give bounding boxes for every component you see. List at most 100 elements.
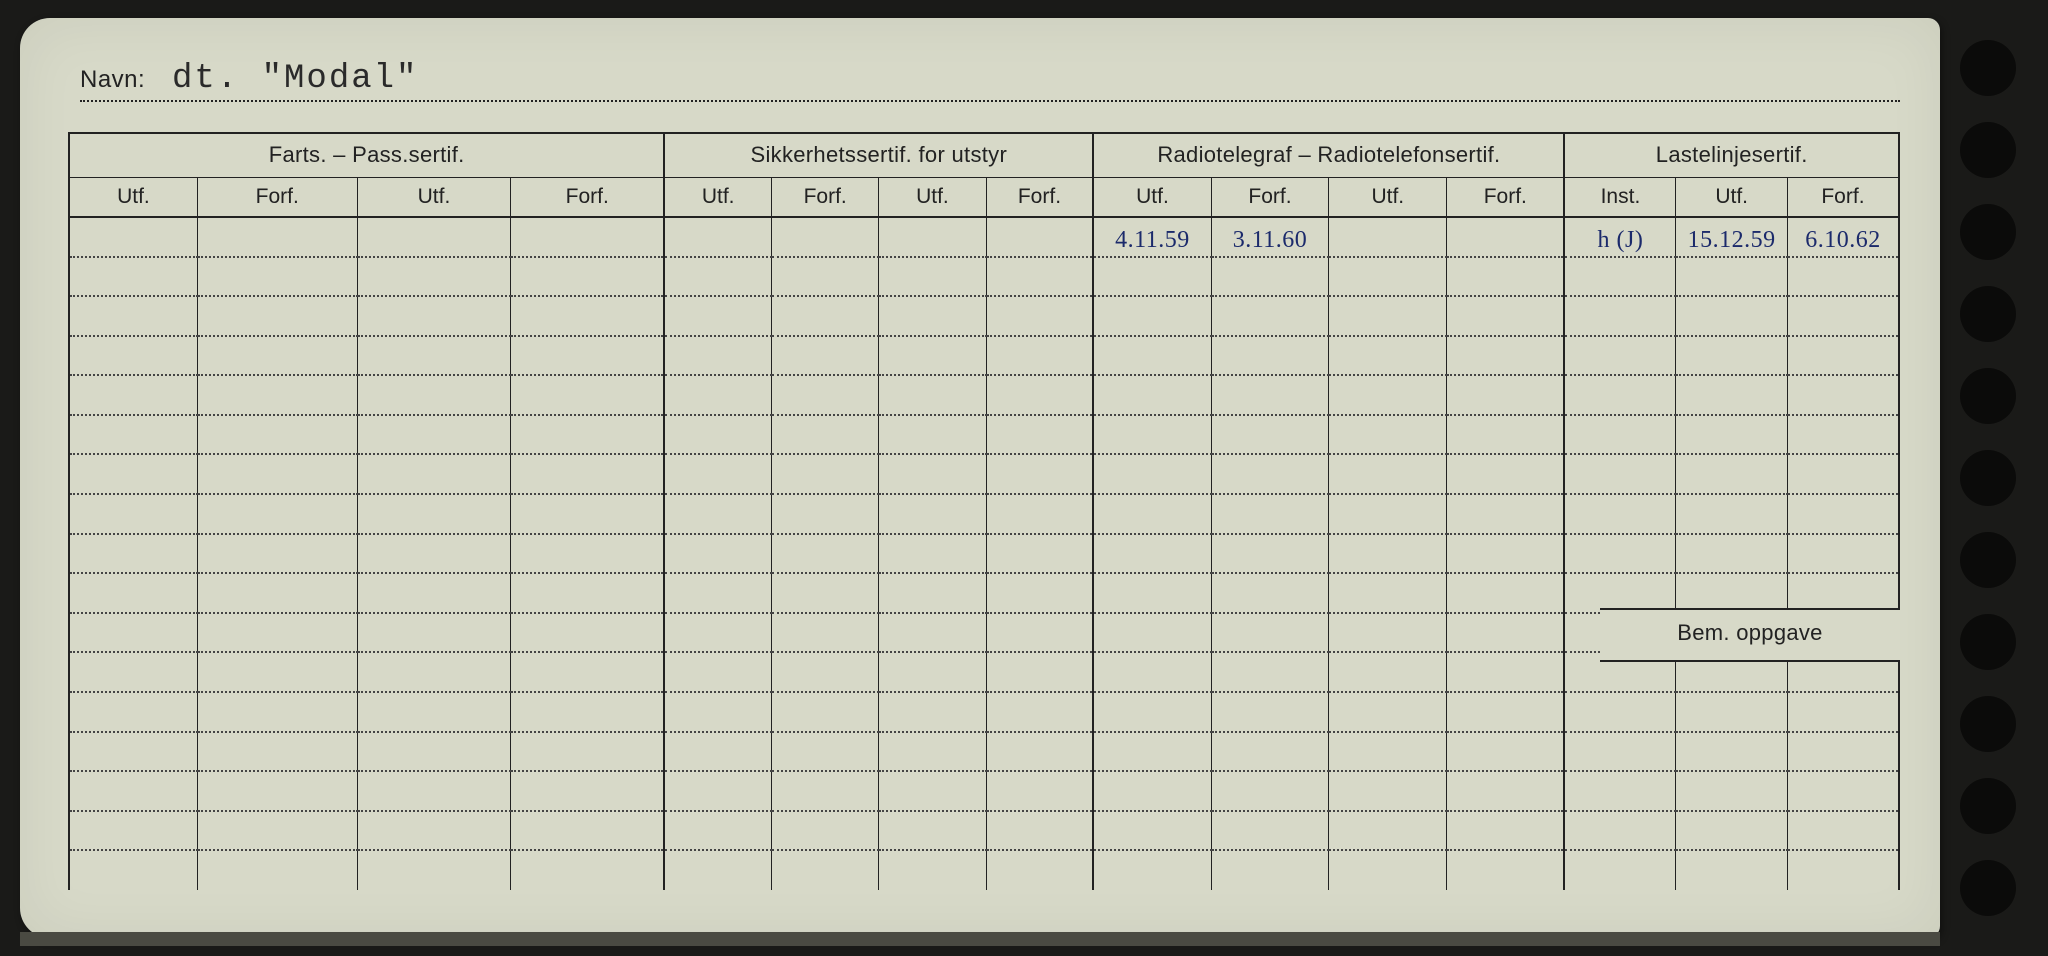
cell (1447, 771, 1565, 811)
cell (664, 613, 771, 653)
cell (1211, 375, 1329, 415)
cell (1329, 732, 1447, 772)
sub-0-3: Forf. (511, 177, 665, 217)
cell (197, 811, 357, 851)
cell (986, 573, 1093, 613)
cell (1564, 850, 1675, 890)
cell (879, 336, 986, 376)
cell (1676, 296, 1787, 336)
sub-3-1: Utf. (1676, 177, 1787, 217)
cell (1329, 692, 1447, 732)
cell (664, 257, 771, 297)
cell (986, 652, 1093, 692)
cell (357, 415, 511, 455)
cell (1447, 732, 1565, 772)
cell (69, 534, 197, 574)
cell (357, 850, 511, 890)
cell (1329, 257, 1447, 297)
cell (986, 296, 1093, 336)
group-radio: Radiotelegraf – Radiotelefonsertif. (1093, 133, 1564, 177)
table-row (69, 296, 1899, 336)
cell (879, 692, 986, 732)
cell (986, 494, 1093, 534)
sub-0-1: Forf. (197, 177, 357, 217)
cell (1564, 534, 1675, 574)
binder-hole (1960, 122, 2016, 178)
cell (69, 336, 197, 376)
cell (986, 613, 1093, 653)
sub-0-0: Utf. (69, 177, 197, 217)
cell (69, 296, 197, 336)
cell (511, 613, 665, 653)
cell (1447, 415, 1565, 455)
cell (511, 415, 665, 455)
cell (357, 573, 511, 613)
binder-hole (1960, 368, 2016, 424)
cell (197, 732, 357, 772)
cell (1447, 850, 1565, 890)
cell (986, 257, 1093, 297)
cell (197, 534, 357, 574)
cell (197, 573, 357, 613)
cell (1447, 692, 1565, 732)
cell (357, 494, 511, 534)
handwritten-entry: 15.12.59 (1688, 227, 1776, 253)
cell (664, 415, 771, 455)
cell: 15.12.59 (1676, 217, 1787, 257)
cell (1676, 732, 1787, 772)
cell (1564, 257, 1675, 297)
cell (1787, 850, 1899, 890)
cell (69, 375, 197, 415)
cell (511, 257, 665, 297)
cell (357, 811, 511, 851)
cell (986, 454, 1093, 494)
cell (1211, 494, 1329, 534)
cell (511, 534, 665, 574)
cell (357, 296, 511, 336)
cell (1447, 573, 1565, 613)
index-card: Navn: dt. "Modal" Farts. – Pass.sertif. … (20, 18, 1940, 938)
cell (1211, 257, 1329, 297)
cell (986, 771, 1093, 811)
cell (357, 375, 511, 415)
cell (197, 336, 357, 376)
cell (1564, 573, 1675, 613)
cell (1093, 692, 1211, 732)
cell (69, 217, 197, 257)
cell (664, 850, 771, 890)
table-row (69, 375, 1899, 415)
binder-hole (1960, 450, 2016, 506)
cell (1211, 692, 1329, 732)
binder-hole (1960, 532, 2016, 588)
cell (197, 613, 357, 653)
cell: h (J) (1564, 217, 1675, 257)
cell (1676, 257, 1787, 297)
group-header-row: Farts. – Pass.sertif. Sikkerhetssertif. … (69, 133, 1899, 177)
cell (664, 375, 771, 415)
cell (879, 811, 986, 851)
sub-1-1: Forf. (772, 177, 879, 217)
cell (197, 415, 357, 455)
cell (772, 771, 879, 811)
cell (511, 652, 665, 692)
cell (1329, 652, 1447, 692)
bem-rule-bottom (1600, 660, 1900, 662)
table-body: 4.11.593.11.60h (J)15.12.596.10.62 (69, 217, 1899, 890)
cell (1676, 494, 1787, 534)
cell (1093, 296, 1211, 336)
table-row (69, 732, 1899, 772)
cell (1329, 811, 1447, 851)
cell (69, 692, 197, 732)
cell (1329, 613, 1447, 653)
cell (1564, 296, 1675, 336)
cell (1676, 771, 1787, 811)
cell (664, 296, 771, 336)
cell (511, 850, 665, 890)
cell (1787, 257, 1899, 297)
cell (69, 811, 197, 851)
cell (664, 217, 771, 257)
table-row (69, 811, 1899, 851)
cell (986, 375, 1093, 415)
certificate-table: Farts. – Pass.sertif. Sikkerhetssertif. … (68, 132, 1900, 890)
cell (1787, 415, 1899, 455)
